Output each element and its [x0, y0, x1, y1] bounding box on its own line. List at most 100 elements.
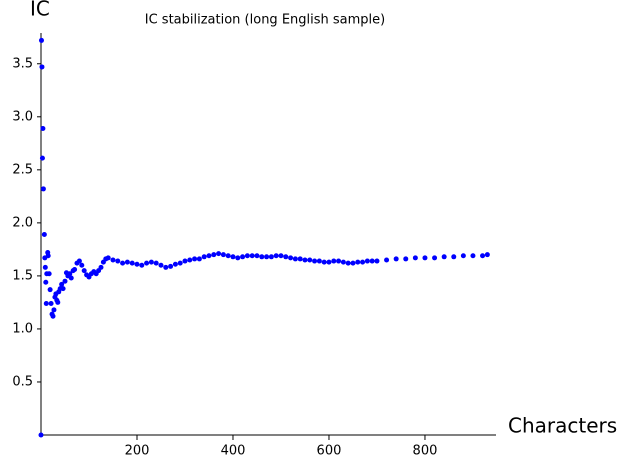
y-tick-label: 1.0 — [12, 321, 33, 336]
point — [422, 255, 428, 261]
point — [321, 259, 327, 265]
point — [139, 262, 145, 268]
point — [393, 256, 399, 262]
point — [110, 257, 116, 263]
point — [120, 260, 126, 266]
y-axis-label: IC — [30, 0, 50, 21]
point — [153, 260, 159, 266]
point — [79, 262, 85, 268]
point — [187, 257, 193, 263]
point — [288, 255, 294, 261]
x-tick-label: 400 — [221, 444, 246, 459]
point — [244, 253, 250, 259]
point — [278, 253, 284, 259]
point — [355, 259, 361, 265]
x-tick-label: 200 — [125, 444, 150, 459]
point — [177, 260, 183, 266]
point — [59, 281, 65, 287]
point — [340, 259, 346, 265]
point — [129, 260, 135, 266]
point — [240, 254, 246, 260]
point — [268, 254, 274, 260]
point — [50, 313, 56, 319]
point — [220, 252, 226, 258]
point — [432, 255, 438, 261]
point — [45, 253, 51, 259]
point — [470, 253, 476, 259]
point — [39, 155, 45, 161]
point — [168, 263, 174, 269]
point — [182, 258, 188, 264]
point — [211, 252, 217, 258]
point — [68, 275, 74, 281]
point — [47, 287, 53, 293]
point — [307, 257, 313, 263]
point — [115, 258, 121, 264]
point — [105, 255, 111, 261]
point — [40, 186, 46, 192]
x-axis-label: Characters — [508, 414, 617, 438]
point — [206, 253, 212, 259]
chart-title: IC stabilization (long English sample) — [145, 13, 385, 28]
point — [43, 300, 49, 306]
y-tick-label: 1.5 — [12, 268, 33, 283]
point — [412, 255, 418, 261]
point — [264, 254, 270, 260]
y-tick-label: 3.5 — [12, 56, 33, 71]
point — [148, 259, 154, 265]
point — [374, 258, 380, 264]
point — [81, 268, 87, 274]
x-tick-label: 600 — [317, 444, 342, 459]
point — [312, 258, 318, 264]
point — [62, 278, 68, 284]
point — [39, 64, 45, 70]
point — [42, 264, 48, 270]
point — [259, 254, 265, 260]
point — [41, 232, 47, 238]
point — [292, 256, 298, 262]
point — [254, 253, 260, 259]
point — [46, 271, 52, 277]
point — [196, 256, 202, 262]
y-tick-label: 3.0 — [12, 109, 33, 124]
point — [441, 254, 447, 260]
point — [350, 260, 356, 266]
point — [60, 286, 66, 292]
point — [216, 251, 222, 257]
point — [201, 254, 207, 260]
point — [38, 37, 44, 43]
y-tick-label: 2.5 — [12, 162, 33, 177]
point — [72, 267, 78, 273]
point — [225, 253, 231, 259]
point — [360, 259, 366, 265]
point — [67, 271, 73, 277]
point — [235, 255, 241, 261]
point — [451, 254, 457, 260]
y-tick-label: 2.0 — [12, 215, 33, 230]
point — [283, 254, 289, 260]
y-tick-label: 0.5 — [12, 374, 33, 389]
point — [403, 256, 409, 262]
point — [172, 261, 178, 267]
point — [273, 253, 279, 259]
point — [51, 307, 57, 313]
point — [144, 260, 150, 266]
point — [384, 257, 390, 263]
point — [55, 299, 61, 305]
point — [40, 125, 46, 131]
point — [484, 252, 490, 258]
point — [124, 259, 130, 265]
point — [43, 279, 49, 285]
point — [76, 258, 82, 264]
point — [460, 253, 466, 259]
point — [98, 264, 104, 270]
point — [369, 258, 375, 264]
point — [48, 300, 54, 306]
point — [249, 253, 255, 259]
point — [134, 261, 140, 267]
point — [38, 432, 44, 438]
point — [158, 262, 164, 268]
point — [364, 258, 370, 264]
point — [316, 258, 322, 264]
